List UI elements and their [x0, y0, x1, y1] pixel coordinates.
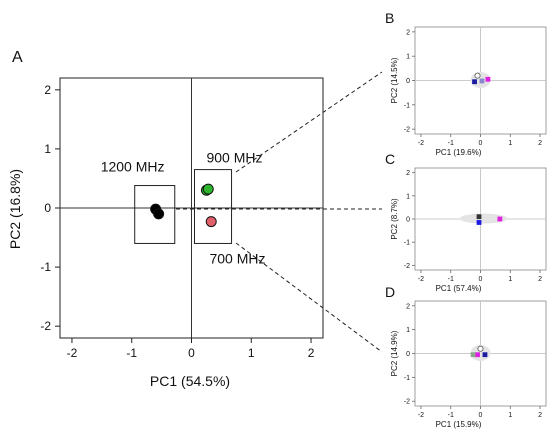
panel-c-x-tick-label: -1 [448, 276, 454, 283]
panel-d-y-tick-label: 2 [406, 303, 410, 310]
panel-a-x-tick-label: -2 [67, 346, 78, 360]
panel-c-y-axis-label: PC2 (8.7%) [390, 198, 399, 240]
panel-b-point [485, 76, 491, 82]
panel-a-x-tick-label: 0 [188, 346, 195, 360]
panel-d-y-tick-label: 0 [406, 351, 410, 358]
panel-d-x-tick-label: 2 [538, 412, 542, 419]
panel-d-x-tick-label: -1 [448, 412, 454, 419]
panel-a-label: A [12, 49, 23, 66]
panel-c-x-tick-label: 1 [508, 276, 512, 283]
panel-b-x-tick-label: -2 [418, 140, 424, 147]
panel-b-x-tick-label: 2 [538, 140, 542, 147]
panel-b-y-tick-label: -1 [404, 102, 410, 109]
group-box-2 [193, 207, 233, 244]
panel-b-x-tick-label: -1 [448, 140, 454, 147]
panel-d-label: D [385, 284, 395, 300]
panel-d-point [470, 352, 476, 358]
panel-a-group-boxes: 1200 MHz 900 MHz 700 MHz [101, 150, 266, 267]
panel-b-y-tick-label: 2 [406, 29, 410, 36]
panel-c-point [497, 216, 503, 222]
panel-a-x-tick-label: -1 [126, 346, 137, 360]
panel-d-x-tick-label: 0 [479, 412, 483, 419]
panel-c-y-tick-label: 2 [406, 170, 410, 177]
panel-d-y-tick-label: 1 [406, 327, 410, 334]
panel-b-point [474, 72, 481, 79]
panel-d-x-axis-label: PC1 (15.9%) [436, 420, 482, 429]
panel-b-x-axis-label: PC1 (19.6%) [436, 148, 482, 157]
panel-c-point [476, 220, 482, 225]
panel-c-y-tick-label: 0 [406, 217, 410, 224]
panel-b-x-tick-label: 1 [508, 140, 512, 147]
panel-c-y-tick-label: 1 [406, 193, 410, 200]
group-box-0 [134, 185, 176, 244]
panel-c-y-tick-label: -2 [404, 263, 410, 270]
connector-d [235, 242, 383, 353]
connector-lines [176, 71, 383, 353]
panel-a-x-ticks: -2 -1 0 1 2 [67, 338, 315, 360]
panel-b-y-tick-label: 1 [406, 54, 410, 61]
connector-b [235, 71, 383, 173]
panel-c-x-tick-label: 0 [479, 276, 483, 283]
panel-a-y-tick-label: -1 [40, 260, 51, 274]
panel-d-y-tick-label: -1 [404, 375, 410, 382]
data-point [153, 208, 165, 220]
data-point [202, 183, 214, 195]
panel-d-point [482, 352, 488, 358]
panel-b: B -2 -1 0 1 2 -2 -1 0 1 2 PC1 (19.6%) PC2 (14.5%) [385, 10, 547, 157]
panel-a-y-tick-label: 0 [44, 201, 51, 215]
panel-a-y-ticks: -2 -1 0 1 2 [40, 83, 60, 333]
panel-d-y-tick-label: -2 [404, 399, 410, 406]
panel-c: C -2 -1 0 1 2 -2 -1 0 1 2 PC1 (57.4%) PC2 (8.7%) [385, 151, 547, 293]
group-label: 1200 MHz [101, 159, 165, 175]
panel-a-y-tick-label: 2 [44, 83, 51, 97]
panel-d-y-axis-label: PC2 (14.9%) [390, 330, 399, 376]
panel-a-zero-lines [60, 78, 323, 338]
panel-c-y-tick-label: -1 [404, 240, 410, 247]
panel-a-y-tick-label: 1 [44, 142, 51, 156]
panel-a-x-axis-label: PC1 (54.5%) [150, 373, 230, 389]
panel-d: D -2 -1 0 1 2 -2 -1 0 1 2 PC1 (15.9%) PC2 (14.9%) [385, 284, 547, 429]
panel-c-x-axis-label: PC1 (57.4%) [436, 284, 482, 293]
panel-a: A -2 -1 0 1 2 -2 -1 0 1 2 1200 MHz 900 MHz 700 MHz… [7, 49, 324, 389]
panel-b-y-axis-label: PC2 (14.5%) [390, 57, 399, 103]
group-label: 900 MHz [206, 150, 262, 166]
panel-a-x-tick-label: 2 [308, 346, 315, 360]
panel-d-x-tick-label: -2 [418, 412, 424, 419]
panel-a-x-tick-label: 1 [248, 346, 255, 360]
panel-c-x-tick-label: 2 [538, 276, 542, 283]
panel-d-point [475, 352, 480, 358]
panel-a-y-axis-label: PC2 (16.8%) [7, 169, 23, 249]
panel-b-point [472, 79, 477, 85]
panel-d-x-tick-label: 1 [508, 412, 512, 419]
group-label: 700 MHz [209, 250, 265, 266]
panel-b-y-tick-label: -2 [404, 127, 410, 134]
panel-c-x-tick-label: -2 [418, 276, 424, 283]
panel-c-point [476, 214, 482, 220]
data-point [205, 216, 217, 228]
panel-c-confidence-region [459, 213, 508, 224]
panel-b-y-tick-label: 0 [406, 78, 410, 85]
panel-b-label: B [385, 10, 394, 26]
panel-c-label: C [385, 151, 395, 167]
panel-a-points [150, 183, 217, 228]
panel-a-y-tick-label: -2 [40, 319, 51, 333]
panel-b-x-tick-label: 0 [479, 140, 483, 147]
panel-d-point [477, 345, 484, 352]
panel-b-point [479, 78, 485, 84]
